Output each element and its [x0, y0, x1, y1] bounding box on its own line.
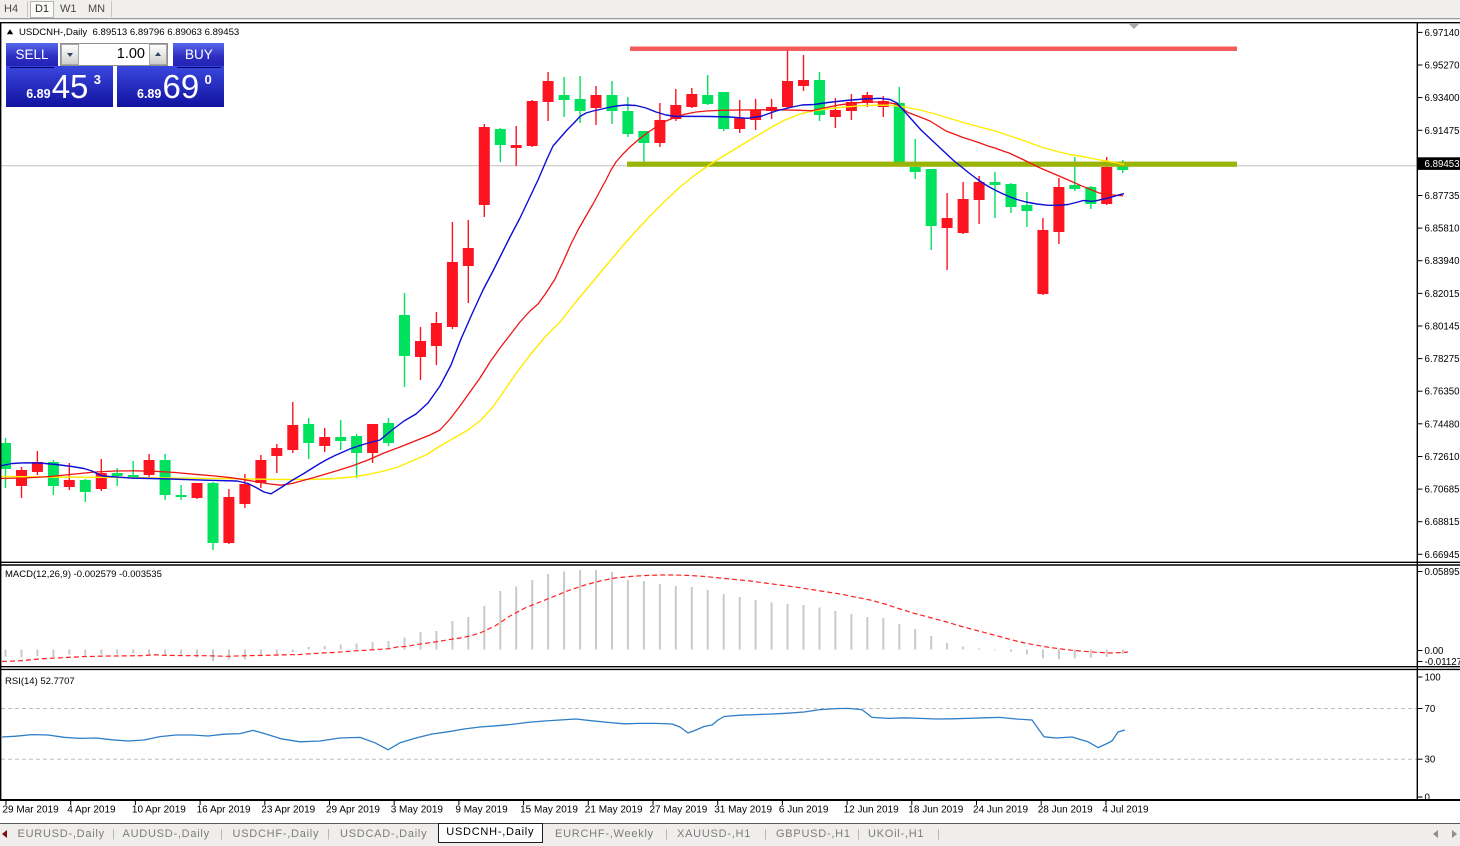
svg-text:21 May 2019: 21 May 2019 — [585, 805, 643, 816]
svg-text:6.78275: 6.78275 — [1425, 354, 1460, 365]
svg-text:18 Jun 2019: 18 Jun 2019 — [908, 805, 963, 816]
svg-text:3 May 2019: 3 May 2019 — [391, 805, 444, 816]
svg-text:12 Jun 2019: 12 Jun 2019 — [844, 805, 899, 816]
svg-text:29 Mar 2019: 29 Mar 2019 — [3, 805, 60, 816]
svg-text:6.82015: 6.82015 — [1425, 289, 1460, 300]
svg-text:29 Apr 2019: 29 Apr 2019 — [326, 805, 380, 816]
svg-text:4 Jul 2019: 4 Jul 2019 — [1102, 805, 1149, 816]
svg-text:6.66945: 6.66945 — [1425, 550, 1460, 561]
svg-text:6.85810: 6.85810 — [1425, 224, 1460, 235]
svg-text:MACD(12,26,9) -0.002579 -0.003: MACD(12,26,9) -0.002579 -0.003535 — [5, 569, 162, 580]
svg-text:0.058954: 0.058954 — [1425, 567, 1460, 578]
svg-text:6.89453: 6.89453 — [1425, 159, 1460, 170]
svg-text:6.87735: 6.87735 — [1425, 191, 1460, 202]
svg-text:16 Apr 2019: 16 Apr 2019 — [197, 805, 251, 816]
svg-text:0: 0 — [1425, 793, 1431, 804]
svg-text:6 Jun 2019: 6 Jun 2019 — [779, 805, 829, 816]
svg-text:15 May 2019: 15 May 2019 — [520, 805, 578, 816]
svg-text:6.95270: 6.95270 — [1425, 61, 1460, 72]
svg-text:23 Apr 2019: 23 Apr 2019 — [261, 805, 315, 816]
svg-text:28 Jun 2019: 28 Jun 2019 — [1038, 805, 1093, 816]
svg-text:-0.011273: -0.011273 — [1425, 657, 1460, 668]
svg-text:6.76350: 6.76350 — [1425, 387, 1460, 398]
svg-text:31 May 2019: 31 May 2019 — [714, 805, 772, 816]
svg-text:6.68815: 6.68815 — [1425, 517, 1460, 528]
svg-text:0.00: 0.00 — [1425, 646, 1444, 657]
svg-text:6.74480: 6.74480 — [1425, 419, 1460, 430]
svg-text:27 May 2019: 27 May 2019 — [650, 805, 708, 816]
svg-text:6.97140: 6.97140 — [1425, 28, 1460, 39]
svg-text:9 May 2019: 9 May 2019 — [455, 805, 508, 816]
svg-text:6.72610: 6.72610 — [1425, 452, 1460, 463]
svg-text:100: 100 — [1425, 673, 1442, 684]
svg-text:4 Apr 2019: 4 Apr 2019 — [67, 805, 116, 816]
svg-text:10 Apr 2019: 10 Apr 2019 — [132, 805, 186, 816]
svg-text:6.83940: 6.83940 — [1425, 256, 1460, 267]
svg-text:24 Jun 2019: 24 Jun 2019 — [973, 805, 1028, 816]
svg-text:30: 30 — [1425, 755, 1436, 766]
svg-text:RSI(14) 52.7707: RSI(14) 52.7707 — [5, 676, 75, 687]
svg-text:6.70685: 6.70685 — [1425, 485, 1460, 496]
svg-text:6.91475: 6.91475 — [1425, 126, 1460, 137]
svg-text:70: 70 — [1425, 704, 1436, 715]
svg-text:6.93400: 6.93400 — [1425, 93, 1460, 104]
svg-text:USDCNH-,Daily 6.89513 6.89796: USDCNH-,Daily 6.89513 6.89796 6.89063 6.… — [19, 27, 239, 38]
svg-text:6.80145: 6.80145 — [1425, 322, 1460, 333]
